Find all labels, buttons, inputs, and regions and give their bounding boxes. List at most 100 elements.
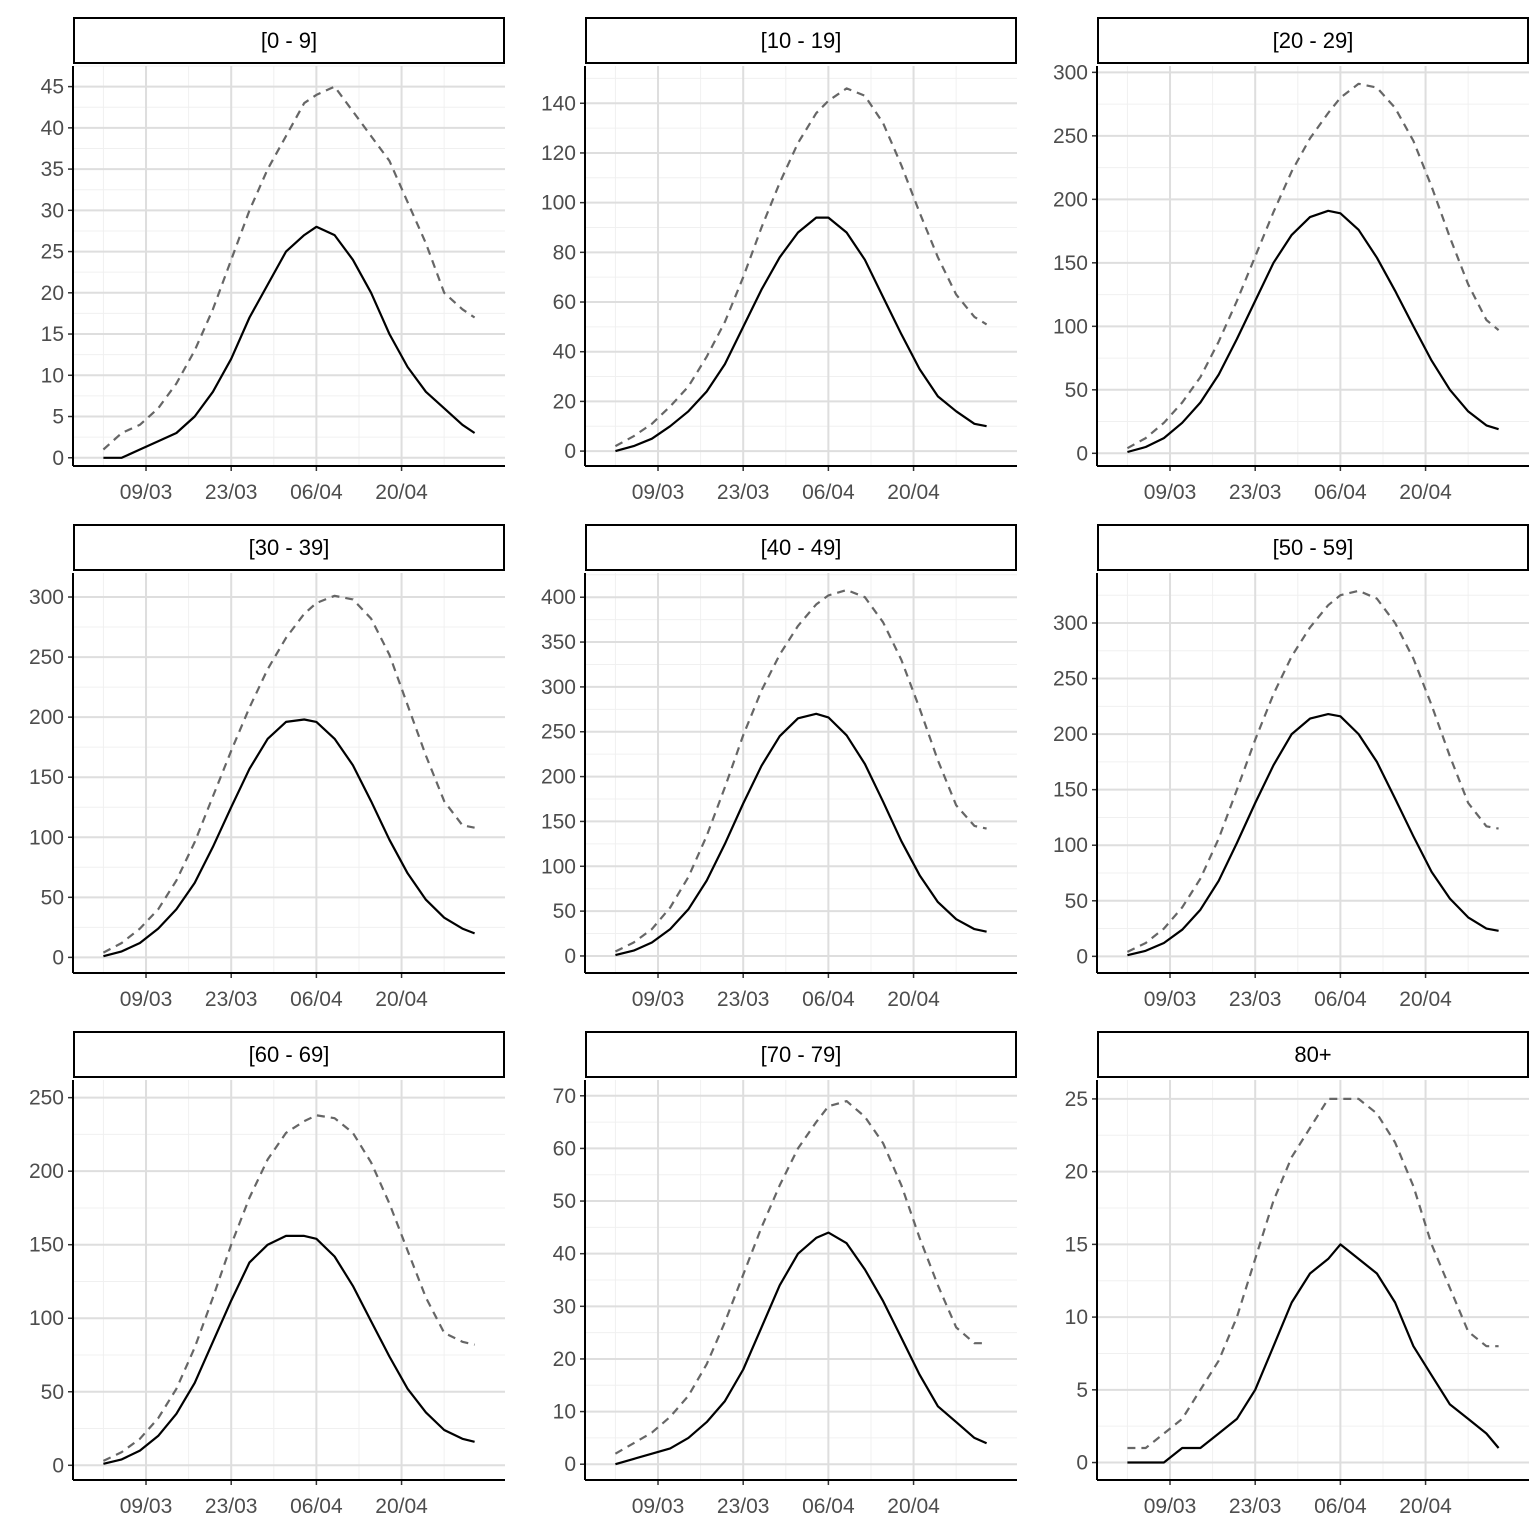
x-tick-label: 20/04 <box>375 1495 428 1518</box>
facet-strip-label: [10 - 19] <box>585 17 1017 64</box>
y-tick-label: 200 <box>1053 723 1088 746</box>
facet-panel: 80+ 0 5 10 15 20 25 09/03 23/03 06/04 20/04 <box>1024 1014 1536 1521</box>
facet-plot: 0 5 10 15 20 25 09/03 23/03 06/04 20/04 <box>1065 1080 1529 1518</box>
facet-panel: [10 - 19] 0 20 40 60 80 100 120 140 09/03 23/03 06/… <box>512 0 1024 507</box>
facet-plot: 0 10 20 30 40 50 60 70 09/03 23/03 06/04 20/04 <box>553 1080 1017 1518</box>
y-tick-label: 150 <box>29 1234 64 1257</box>
facet-plot: 0 50 100 150 200 250 300 09/03 23/03 06/04 20/04 <box>1053 61 1529 504</box>
solid-series-line <box>103 1234 475 1465</box>
facet-panel: [60 - 69] 0 50 100 150 200 250 09/03 23/03 06/04 2… <box>0 1014 512 1521</box>
y-tick-label: 150 <box>29 766 64 789</box>
y-tick-label: 10 <box>1065 1306 1088 1329</box>
y-tick-label: 10 <box>553 1401 576 1424</box>
y-tick-label: 300 <box>541 676 576 699</box>
facet-panel: [40 - 49] 0 50 100 150 200 250 300 350 400 09/03 23… <box>512 507 1024 1014</box>
y-tick-label: 0 <box>1076 945 1088 968</box>
x-tick-label: 23/03 <box>717 481 770 504</box>
y-tick-label: 30 <box>41 199 64 222</box>
x-tick-label: 20/04 <box>887 481 940 504</box>
y-tick-label: 300 <box>1053 612 1088 635</box>
x-tick-label: 09/03 <box>632 988 685 1011</box>
y-tick-label: 300 <box>1053 61 1088 84</box>
y-tick-label: 200 <box>541 766 576 789</box>
facet-plot: 0 5 10 15 20 25 30 35 40 45 09/03 23/03 06/04 20/04 <box>41 65 505 504</box>
x-tick-label: 06/04 <box>802 988 855 1011</box>
y-tick-label: 100 <box>1053 834 1088 857</box>
y-tick-label: 0 <box>1076 442 1088 465</box>
y-tick-label: 140 <box>541 92 576 115</box>
x-tick-label: 09/03 <box>1144 988 1197 1011</box>
y-tick-label: 50 <box>1065 379 1088 402</box>
facet-strip-label: 80+ <box>1097 1031 1529 1078</box>
dashed-series-line <box>1127 1097 1499 1450</box>
facet-plot: 0 50 100 150 200 250 300 350 400 09/03 23/03 06/04 2… <box>541 573 1017 1011</box>
facet-strip-label: [40 - 49] <box>585 524 1017 571</box>
x-tick-label: 06/04 <box>1314 481 1367 504</box>
y-tick-label: 150 <box>1053 779 1088 802</box>
facet-strip-label: [50 - 59] <box>1097 524 1529 571</box>
x-tick-label: 20/04 <box>887 1495 940 1518</box>
x-tick-label: 06/04 <box>1314 1495 1367 1518</box>
y-tick-label: 50 <box>553 1190 576 1213</box>
x-tick-label: 23/03 <box>1229 988 1282 1011</box>
y-tick-label: 100 <box>29 826 64 849</box>
dashed-series-line <box>102 85 476 451</box>
x-tick-label: 09/03 <box>632 481 685 504</box>
y-tick-label: 150 <box>1053 252 1088 275</box>
x-tick-label: 20/04 <box>1399 1495 1452 1518</box>
x-tick-label: 23/03 <box>717 1495 770 1518</box>
y-tick-label: 0 <box>564 440 576 463</box>
facet-panel: [30 - 39] 0 50 100 150 200 250 300 09/03 23/03 06/… <box>0 507 512 1014</box>
x-tick-label: 23/03 <box>1229 481 1282 504</box>
facet-strip-label: [60 - 69] <box>73 1031 505 1078</box>
facet-panel: [0 - 9] 0 5 10 15 20 25 30 35 40 45 09/03 23/03 06/04… <box>0 0 512 507</box>
y-tick-label: 120 <box>541 142 576 165</box>
facet-plot: 0 50 100 150 200 250 300 09/03 23/03 06/04 20/04 <box>29 573 505 1011</box>
solid-series-line <box>615 1231 988 1466</box>
y-tick-label: 250 <box>541 721 576 744</box>
y-tick-label: 0 <box>1076 1452 1088 1475</box>
solid-series-line <box>1127 1243 1500 1464</box>
y-tick-label: 50 <box>41 886 64 909</box>
x-tick-label: 23/03 <box>1229 1495 1282 1518</box>
solid-series-line <box>615 216 987 453</box>
x-tick-label: 06/04 <box>1314 988 1367 1011</box>
y-tick-label: 80 <box>553 241 576 264</box>
y-tick-label: 15 <box>41 323 64 346</box>
dashed-series-line <box>614 588 987 953</box>
x-tick-label: 23/03 <box>205 1495 258 1518</box>
y-tick-label: 100 <box>541 855 576 878</box>
facet-panel: [70 - 79] 0 10 20 30 40 50 60 70 09/03 23/03 06/04 2… <box>512 1014 1024 1521</box>
facet-strip-label: [0 - 9] <box>73 17 505 64</box>
y-tick-label: 0 <box>564 1453 576 1476</box>
x-tick-label: 09/03 <box>120 988 173 1011</box>
y-tick-label: 5 <box>1076 1379 1088 1402</box>
y-tick-label: 100 <box>541 192 576 215</box>
y-tick-label: 50 <box>1065 890 1088 913</box>
x-tick-label: 20/04 <box>1399 988 1452 1011</box>
y-tick-label: 15 <box>1065 1233 1088 1256</box>
y-tick-label: 250 <box>29 646 64 669</box>
x-tick-label: 09/03 <box>120 481 173 504</box>
solid-series-line <box>103 225 476 459</box>
y-tick-label: 0 <box>564 945 576 968</box>
y-tick-label: 45 <box>41 76 64 99</box>
dashed-series-line <box>1126 82 1500 450</box>
y-tick-label: 40 <box>41 117 64 140</box>
x-tick-label: 06/04 <box>290 481 343 504</box>
y-tick-label: 10 <box>41 364 64 387</box>
solid-series-line <box>615 712 987 957</box>
solid-series-line <box>1127 209 1499 454</box>
y-tick-label: 250 <box>29 1087 64 1110</box>
y-tick-label: 20 <box>1065 1161 1088 1184</box>
y-tick-label: 60 <box>553 291 576 314</box>
y-tick-label: 30 <box>553 1295 576 1318</box>
x-tick-label: 20/04 <box>375 481 428 504</box>
y-tick-label: 5 <box>52 406 64 429</box>
facet-strip-label: [30 - 39] <box>73 524 505 571</box>
x-tick-label: 09/03 <box>120 1495 173 1518</box>
dashed-series-line <box>102 594 475 954</box>
x-tick-label: 23/03 <box>717 988 770 1011</box>
dashed-series-line <box>614 87 988 448</box>
